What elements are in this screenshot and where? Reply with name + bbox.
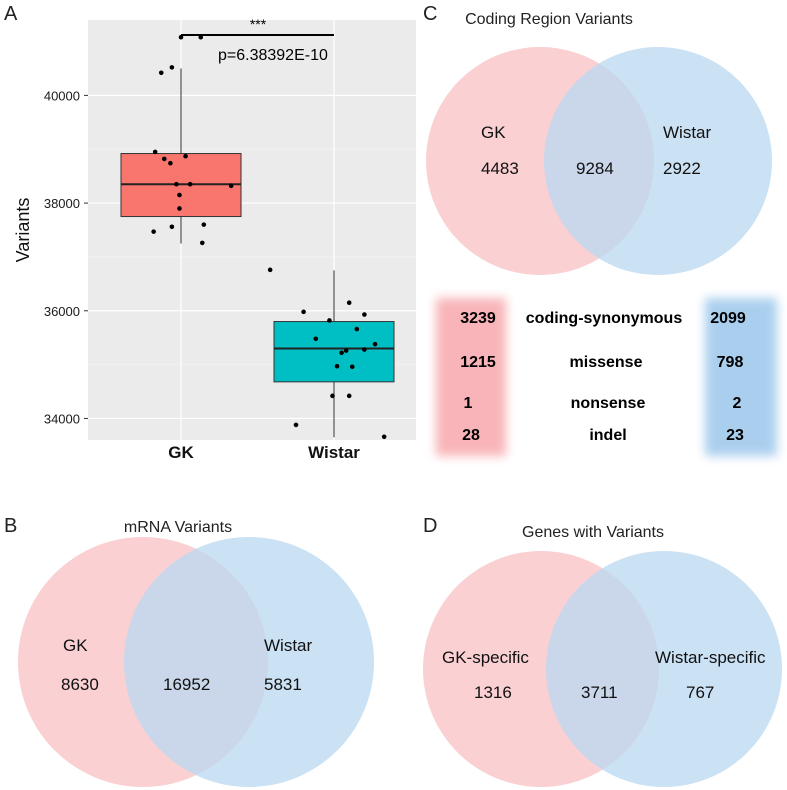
data-point xyxy=(177,206,182,211)
panel-b: B mRNA Variants GK 8630 16952 Wistar 583… xyxy=(4,515,374,787)
data-point xyxy=(178,34,184,40)
significance-stars: *** xyxy=(250,16,267,32)
data-point xyxy=(381,434,387,440)
table-gk-value: 28 xyxy=(462,427,480,444)
venn-b-wistar-label: Wistar xyxy=(264,636,313,655)
venn-d-title: Genes with Variants xyxy=(522,524,664,541)
x-category-label: Wistar xyxy=(308,443,360,462)
venn-d-shared-count: 3711 xyxy=(581,683,618,702)
data-point xyxy=(177,192,182,198)
data-point xyxy=(169,65,175,70)
data-point xyxy=(199,240,205,246)
venn-b-title: mRNA Variants xyxy=(124,519,232,536)
table-wistar-value: 23 xyxy=(726,427,744,444)
data-point xyxy=(228,183,234,189)
panel-c-letter: C xyxy=(423,3,437,25)
data-point xyxy=(327,318,332,323)
data-points xyxy=(151,34,387,440)
data-point xyxy=(158,70,164,76)
data-point xyxy=(151,229,156,234)
data-point xyxy=(198,34,204,40)
table-gk-column-bg xyxy=(436,298,506,456)
data-point xyxy=(343,348,349,353)
box-wistar xyxy=(273,321,395,383)
venn-d-wistar-count: 767 xyxy=(686,683,714,702)
y-tick-label: 36000 xyxy=(44,304,80,319)
y-tick-label: 38000 xyxy=(44,196,80,211)
venn-c-shared-count: 9284 xyxy=(576,159,614,178)
table-row: 3239 coding-synonymous 2099 xyxy=(460,310,746,327)
panel-a-letter: A xyxy=(4,3,18,25)
y-axis-label: Variants xyxy=(13,198,33,263)
table-category: coding-synonymous xyxy=(526,310,683,327)
venn-c-wistar-circle xyxy=(544,47,772,275)
data-point xyxy=(372,341,378,347)
table-wistar-value: 798 xyxy=(717,354,744,371)
data-point xyxy=(346,393,352,399)
venn-c-gk-label: GK xyxy=(481,123,506,142)
venn-d-gk-label: GK-specific xyxy=(442,648,529,667)
boxes xyxy=(120,68,395,438)
data-point xyxy=(183,153,188,159)
venn-b-wistar-circle xyxy=(124,537,374,787)
data-point xyxy=(169,224,175,230)
venn-d-wistar-label: Wistar-specific xyxy=(655,648,766,667)
y-tick-label: 40000 xyxy=(44,88,80,103)
data-point xyxy=(339,350,344,356)
data-point xyxy=(346,300,352,305)
data-point xyxy=(161,156,167,162)
table-gk-value: 3239 xyxy=(460,310,496,327)
x-axis-categories: GK Wistar xyxy=(168,443,360,462)
table-category: nonsense xyxy=(571,395,646,412)
data-point xyxy=(354,326,360,332)
venn-b-gk-label: GK xyxy=(63,636,88,655)
table-gk-value: 1 xyxy=(464,395,473,412)
table-category: missense xyxy=(570,354,643,371)
venn-b-shared-count: 16952 xyxy=(163,675,210,694)
venn-c-wistar-count: 2922 xyxy=(663,159,701,178)
data-point xyxy=(362,347,367,352)
p-value-annotation: p=6.38392E-10 xyxy=(218,47,328,64)
table-gk-value: 1215 xyxy=(460,354,496,371)
venn-d-gk-count: 1316 xyxy=(474,683,512,702)
venn-b-wistar-count: 5831 xyxy=(264,675,302,694)
venn-c-gk-count: 4483 xyxy=(481,159,519,178)
y-axis-ticks: 34000 36000 38000 40000 xyxy=(44,88,88,426)
panel-d-letter: D xyxy=(423,515,437,537)
table-row: 1 nonsense 2 xyxy=(464,395,742,412)
venn-c-title: Coding Region Variants xyxy=(465,11,633,28)
table-wistar-value: 2 xyxy=(733,395,742,412)
data-point xyxy=(267,267,273,273)
table-category: indel xyxy=(589,427,626,444)
table-row: 1215 missense 798 xyxy=(460,354,743,371)
data-point xyxy=(293,422,299,428)
data-point xyxy=(152,149,158,155)
table-row: 28 indel 23 xyxy=(462,427,744,444)
y-tick-label: 34000 xyxy=(44,411,80,426)
table-wistar-column-bg xyxy=(705,298,777,456)
data-point xyxy=(313,336,319,342)
data-point xyxy=(330,393,335,399)
data-point xyxy=(349,364,355,370)
data-point xyxy=(174,181,179,187)
venn-c-wistar-label: Wistar xyxy=(663,123,712,142)
data-point xyxy=(168,160,173,166)
panel-d: D Genes with Variants GK-specific 1316 3… xyxy=(423,515,782,787)
panel-a: A 34000 36000 38000 40000 GK Wistar Variants… xyxy=(4,3,416,462)
venn-d-wistar-circle xyxy=(546,551,782,787)
table-wistar-value: 2099 xyxy=(710,310,746,327)
data-point xyxy=(201,222,207,227)
data-point xyxy=(362,312,367,317)
data-point xyxy=(334,363,340,369)
data-point xyxy=(187,181,193,187)
data-point xyxy=(301,309,306,315)
panel-c: C Coding Region Variants GK 4483 9284 Wi… xyxy=(423,3,777,456)
venn-b-gk-count: 8630 xyxy=(61,675,99,694)
x-category-label: GK xyxy=(168,443,194,462)
panel-b-letter: B xyxy=(4,515,17,537)
